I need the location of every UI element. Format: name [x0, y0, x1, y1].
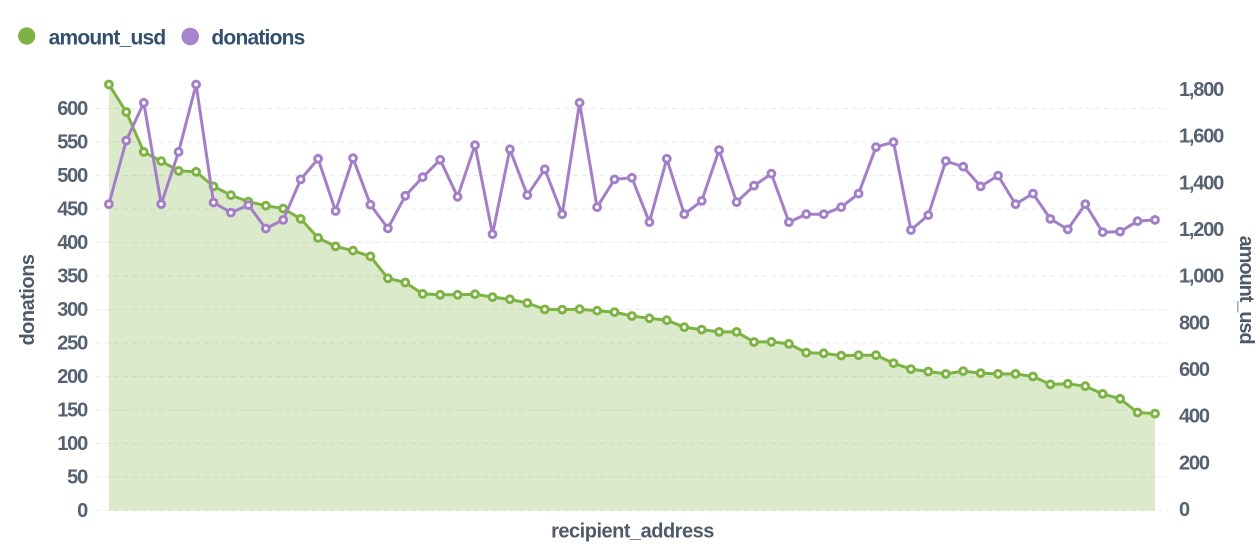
svg-text:1,200: 1,200	[1179, 219, 1224, 241]
svg-text:600: 600	[1179, 359, 1210, 381]
svg-text:200: 200	[1179, 452, 1210, 474]
svg-text:0: 0	[1179, 499, 1190, 521]
svg-text:550: 550	[57, 132, 88, 154]
svg-text:100: 100	[57, 433, 88, 455]
svg-text:450: 450	[57, 199, 88, 221]
svg-text:800: 800	[1179, 312, 1210, 334]
svg-text:0: 0	[77, 500, 88, 522]
svg-text:400: 400	[1179, 406, 1210, 428]
svg-text:200: 200	[57, 366, 88, 388]
svg-text:600: 600	[57, 98, 88, 120]
svg-text:donations: donations	[17, 254, 39, 345]
svg-text:recipient_address: recipient_address	[551, 521, 714, 543]
svg-text:500: 500	[57, 165, 88, 187]
svg-text:250: 250	[57, 333, 88, 355]
svg-text:1,600: 1,600	[1179, 126, 1224, 148]
svg-text:amount_usd: amount_usd	[49, 27, 166, 50]
svg-text:donations: donations	[211, 27, 304, 50]
svg-text:1,800: 1,800	[1179, 79, 1224, 101]
svg-text:350: 350	[57, 266, 88, 288]
svg-text:300: 300	[57, 299, 88, 321]
svg-text:1,400: 1,400	[1179, 172, 1224, 194]
svg-text:400: 400	[57, 232, 88, 254]
svg-text:50: 50	[67, 467, 88, 489]
svg-text:1,000: 1,000	[1179, 266, 1224, 288]
svg-text:amount_usd: amount_usd	[1235, 236, 1257, 344]
svg-text:150: 150	[57, 400, 88, 422]
